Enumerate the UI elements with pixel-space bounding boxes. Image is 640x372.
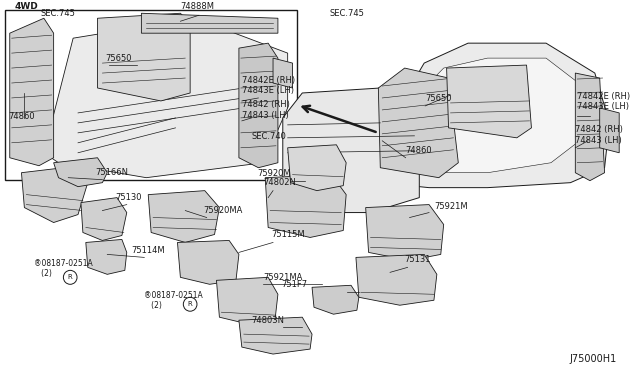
Polygon shape — [447, 65, 531, 138]
Polygon shape — [148, 190, 220, 243]
Polygon shape — [575, 73, 605, 181]
Polygon shape — [10, 18, 54, 166]
Text: 74842 (RH)
74843 (LH): 74842 (RH) 74843 (LH) — [242, 100, 290, 120]
Text: 74860: 74860 — [8, 112, 35, 121]
Polygon shape — [265, 175, 346, 237]
Polygon shape — [239, 43, 278, 168]
Polygon shape — [356, 254, 437, 305]
Text: 74802N: 74802N — [263, 178, 296, 187]
Polygon shape — [312, 285, 359, 314]
Text: R: R — [188, 301, 193, 307]
Text: ®08187-0251A
   (2): ®08187-0251A (2) — [144, 291, 203, 310]
Polygon shape — [287, 145, 346, 190]
Polygon shape — [410, 58, 590, 173]
Text: 74842E (RH)
74843E (LH): 74842E (RH) 74843E (LH) — [577, 92, 630, 111]
Text: 75920M: 75920M — [257, 169, 291, 178]
Text: 75921MA: 75921MA — [263, 273, 303, 282]
Polygon shape — [177, 240, 239, 284]
Text: 751F7: 751F7 — [281, 280, 307, 289]
Text: SEC.740: SEC.740 — [252, 132, 287, 141]
Text: J75000H1: J75000H1 — [569, 354, 616, 364]
Text: 75920MA: 75920MA — [203, 206, 242, 215]
Polygon shape — [97, 13, 190, 101]
Text: 75115M: 75115M — [271, 231, 305, 240]
Text: 75166N: 75166N — [95, 168, 129, 177]
Polygon shape — [81, 198, 127, 240]
Polygon shape — [273, 58, 292, 88]
Text: R: R — [68, 274, 72, 280]
Text: 75650: 75650 — [425, 94, 452, 103]
Text: 74803N: 74803N — [252, 316, 285, 325]
Polygon shape — [22, 168, 88, 222]
Bar — [5, 10, 298, 180]
Polygon shape — [44, 18, 287, 178]
Polygon shape — [600, 108, 619, 153]
Text: SEC.745: SEC.745 — [330, 9, 364, 18]
Text: 75921M: 75921M — [434, 202, 468, 211]
Text: 75650: 75650 — [106, 54, 132, 63]
Polygon shape — [216, 278, 278, 324]
Text: 74842E (RH)
74843E (LH): 74842E (RH) 74843E (LH) — [242, 76, 295, 95]
Polygon shape — [283, 88, 419, 212]
Polygon shape — [365, 205, 444, 260]
Text: 75131: 75131 — [404, 255, 431, 264]
Polygon shape — [239, 317, 312, 354]
Text: SEC.745: SEC.745 — [41, 9, 76, 18]
Text: 75114M: 75114M — [132, 246, 165, 256]
Polygon shape — [380, 43, 609, 187]
Polygon shape — [86, 240, 127, 274]
Text: 4WD: 4WD — [15, 2, 38, 11]
Polygon shape — [54, 158, 108, 187]
Polygon shape — [378, 68, 458, 178]
Text: 75130: 75130 — [115, 193, 141, 202]
Polygon shape — [141, 13, 278, 33]
Text: 74860: 74860 — [406, 146, 432, 155]
Text: 74888M: 74888M — [180, 2, 214, 11]
Text: 74842 (RH)
74843 (LH): 74842 (RH) 74843 (LH) — [575, 125, 623, 145]
Text: ®08187-0251A
   (2): ®08187-0251A (2) — [34, 259, 93, 278]
